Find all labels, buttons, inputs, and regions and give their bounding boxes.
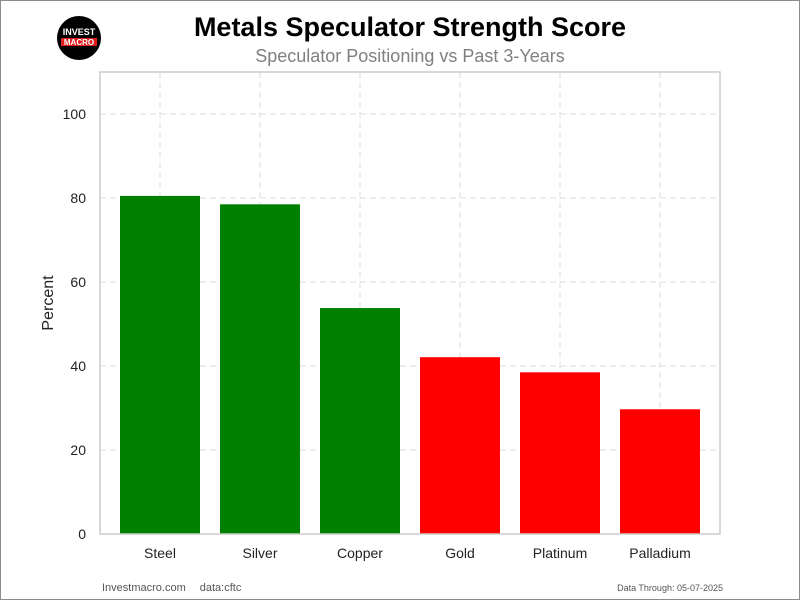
chart-title: Metals Speculator Strength Score (193, 12, 627, 42)
x-tick-label: Steel (144, 545, 176, 561)
bar-palladium (620, 409, 700, 534)
x-tick-label: Palladium (629, 545, 690, 561)
bar-platinum (520, 372, 600, 534)
logo-band (61, 38, 97, 46)
x-tick-label: Silver (242, 545, 277, 561)
footer-source: data:cftc (199, 582, 242, 594)
bar-copper (320, 308, 400, 534)
bar-silver (220, 204, 300, 535)
y-tick-label: 40 (70, 358, 86, 374)
footer-site: Investmacro.com (102, 582, 186, 594)
x-tick-label: Gold (445, 545, 475, 561)
footer-data-through: Data Through: 05-07-2025 (617, 583, 723, 593)
y-tick-label: 80 (70, 190, 86, 206)
chart-subtitle: Speculator Positioning vs Past 3-Years (255, 46, 565, 66)
x-tick-label: Platinum (533, 545, 587, 561)
y-tick-label: 20 (70, 442, 86, 458)
bar-steel (120, 195, 200, 534)
bars-layer (120, 195, 700, 535)
footer-left: Investmacro.com data:cftc (102, 582, 241, 594)
investmacro-logo: INVEST MACRO (57, 16, 101, 60)
logo-text-bottom: MACRO (64, 38, 94, 47)
logo-text-top: INVEST (63, 27, 96, 37)
y-axis-label: Percent (40, 275, 57, 331)
y-tick-labels: 0 20 40 60 80 100 (63, 106, 87, 542)
x-tick-labels: Steel Silver Copper Gold Platinum Palladium (144, 545, 691, 561)
bar-gold (420, 357, 500, 534)
y-tick-label: 100 (63, 106, 87, 122)
y-tick-label: 60 (70, 274, 86, 290)
plot-area-border (99, 71, 721, 535)
y-tick-label: 0 (78, 526, 86, 542)
x-tick-label: Copper (337, 545, 383, 561)
